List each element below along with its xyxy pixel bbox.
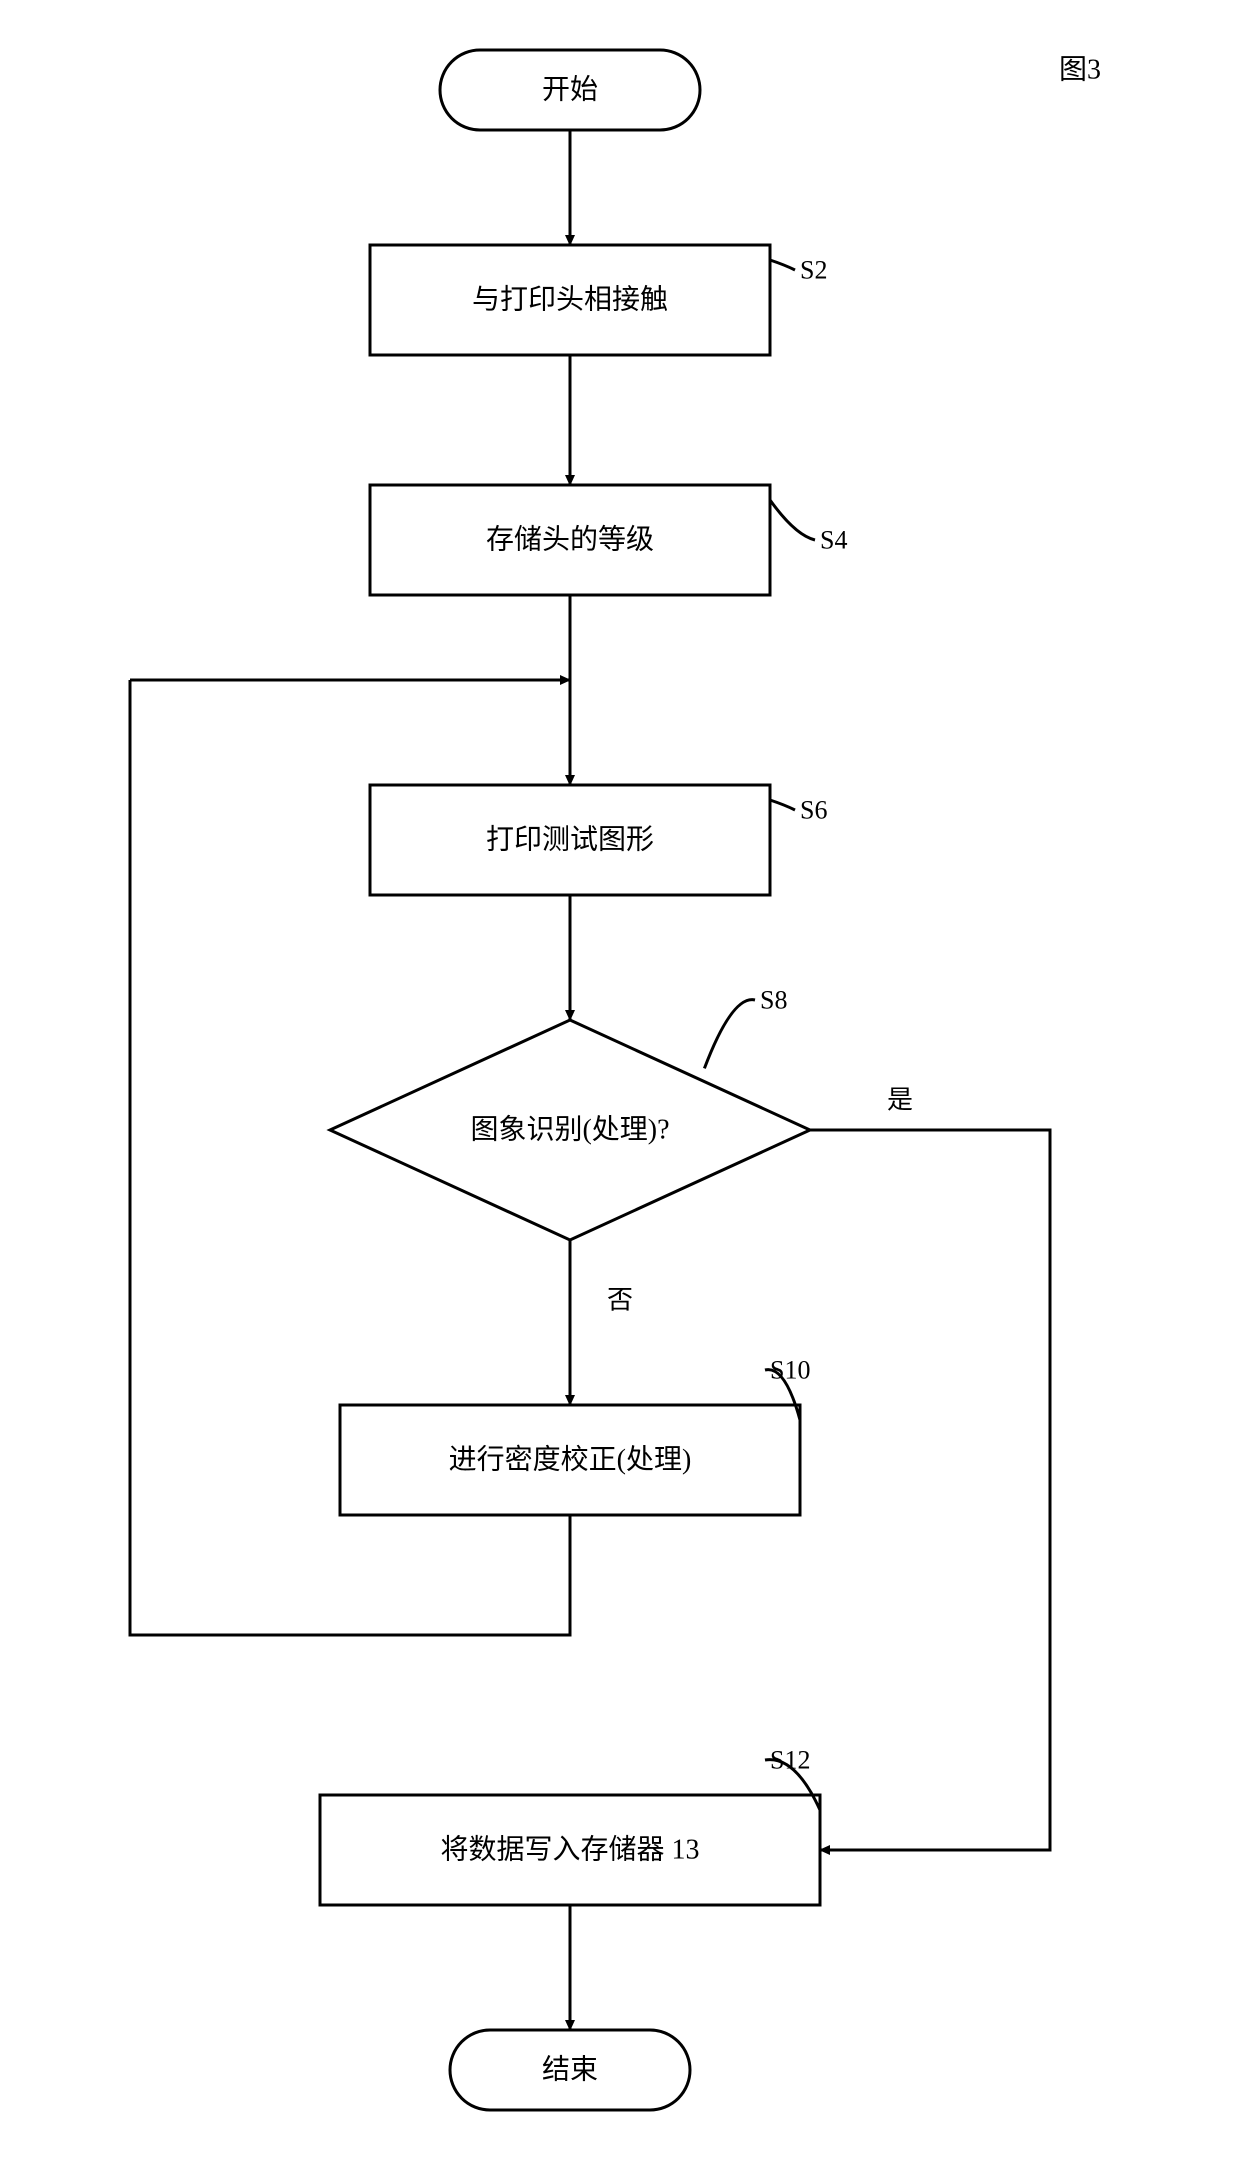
node-start-text: 开始 <box>542 74 598 106</box>
figure-label: 图3 <box>1059 55 1101 86</box>
tag-S6: S6 <box>800 796 827 825</box>
tag-S2: S2 <box>800 256 827 285</box>
tag-S8: S8 <box>760 986 787 1015</box>
node-s10-text: 进行密度校正(处理) <box>449 1444 692 1476</box>
edge-label: 是 <box>887 1086 913 1115</box>
node-s8-text: 图象识别(处理)? <box>470 1114 669 1146</box>
node-s2-text: 与打印头相接触 <box>472 284 668 316</box>
node-s6-text: 打印测试图形 <box>486 824 654 856</box>
node-s8: 图象识别(处理)? <box>330 1020 810 1240</box>
tag-S10: S10 <box>770 1356 810 1385</box>
node-s4: 存储头的等级 <box>370 485 770 595</box>
node-s6: 打印测试图形 <box>370 785 770 895</box>
node-s4-text: 存储头的等级 <box>486 524 654 556</box>
tag-S4: S4 <box>820 526 847 555</box>
node-start: 开始 <box>440 50 700 130</box>
node-end: 结束 <box>450 2030 690 2110</box>
node-s12: 将数据写入存储器 13 <box>320 1795 820 1905</box>
node-s2: 与打印头相接触 <box>370 245 770 355</box>
node-end-text: 结束 <box>542 2054 598 2086</box>
edge-label: 否 <box>607 1286 633 1315</box>
node-s10: 进行密度校正(处理) <box>340 1405 800 1515</box>
flowchart-canvas: 开始与打印头相接触存储头的等级打印测试图形图象识别(处理)? 进行密度校正(处理)… <box>0 0 1240 2177</box>
node-s12-text: 将数据写入存储器 13 <box>440 1834 699 1866</box>
tag-S12: S12 <box>770 1746 810 1775</box>
